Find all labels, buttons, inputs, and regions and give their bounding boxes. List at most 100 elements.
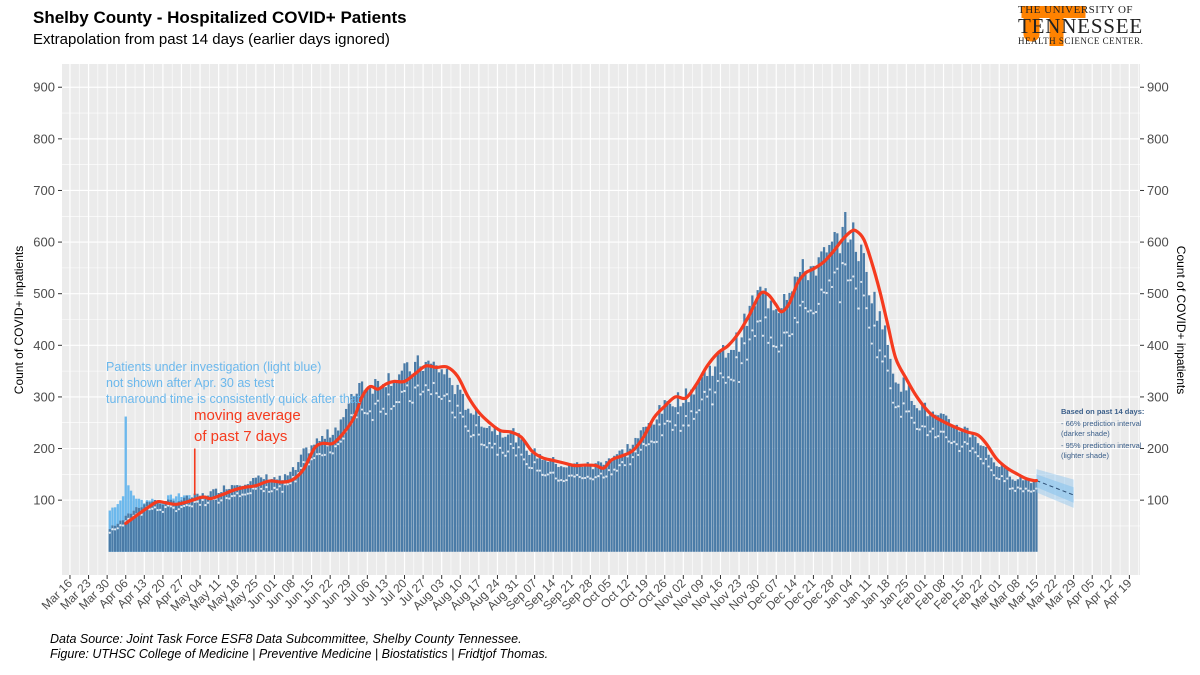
inpatient-bar	[828, 244, 831, 552]
inpatient-bar	[865, 271, 868, 552]
daily-dot	[509, 442, 512, 446]
daily-dot	[172, 506, 175, 509]
daily-dot	[1019, 487, 1022, 490]
inpatient-bar	[958, 431, 961, 552]
daily-dot	[817, 302, 820, 306]
daily-dot	[323, 453, 326, 456]
daily-dot	[268, 490, 271, 493]
daily-dot	[477, 433, 480, 436]
daily-dot	[520, 453, 523, 456]
daily-dot	[360, 408, 364, 411]
daily-dot	[629, 463, 632, 466]
daily-dot	[891, 401, 895, 404]
pui-annotation: Patients under investigation (light blue…	[106, 360, 361, 406]
inpatient-bar	[883, 325, 887, 552]
inpatient-bar	[623, 454, 627, 552]
logo-line-2: TENNESSEE	[1018, 14, 1144, 38]
inpatient-bar	[506, 434, 510, 552]
inpatient-bar	[929, 414, 932, 552]
inpatient-bar	[599, 462, 603, 552]
inpatient-bar	[799, 271, 802, 552]
inpatient-bar	[347, 403, 350, 552]
inpatient-bar	[169, 499, 172, 552]
inpatient-bar	[424, 361, 427, 552]
moving-average-annotation-line: of past 7 days	[194, 428, 287, 445]
daily-dot	[753, 334, 757, 338]
inpatient-bar	[443, 374, 446, 552]
daily-dot	[971, 447, 974, 450]
daily-dot	[886, 369, 889, 372]
inpatient-bar	[631, 444, 634, 552]
inpatient-bar	[121, 520, 125, 552]
inpatient-bar	[244, 484, 247, 552]
daily-dot	[929, 430, 932, 433]
inpatient-bar	[921, 404, 924, 552]
y-tick-label: 100	[33, 493, 55, 508]
daily-dot	[467, 429, 470, 432]
daily-dot	[557, 479, 560, 482]
inpatient-bar	[788, 292, 791, 552]
daily-dot	[419, 393, 422, 396]
inpatient-bar	[979, 445, 982, 552]
daily-dot	[820, 288, 823, 291]
inpatient-bar	[910, 400, 913, 552]
daily-dot	[475, 424, 478, 427]
inpatient-bar	[870, 303, 873, 552]
inpatient-bar	[498, 430, 502, 552]
inpatient-bar	[894, 382, 897, 552]
daily-dot	[804, 307, 807, 310]
inpatient-bar	[597, 461, 600, 552]
inpatient-bar	[206, 495, 210, 552]
inpatient-bar	[440, 369, 443, 552]
inpatient-bar	[1008, 476, 1012, 552]
inpatient-bar	[400, 370, 403, 552]
daily-dot	[220, 499, 223, 502]
inpatient-bar	[305, 447, 308, 552]
daily-dot	[1011, 487, 1014, 490]
daily-dot	[183, 504, 186, 508]
inpatient-bar	[475, 407, 478, 552]
inpatient-bar	[650, 422, 653, 552]
y-tick-label: 500	[33, 286, 55, 301]
inpatient-bar	[461, 393, 465, 552]
inpatient-bar	[528, 454, 531, 552]
chart-subtitle: Extrapolation from past 14 days (earlier…	[33, 31, 390, 48]
daily-dot	[695, 411, 698, 414]
daily-dot	[371, 418, 374, 422]
inpatient-bar	[873, 291, 876, 552]
inpatient-bar	[270, 479, 273, 552]
daily-dot	[228, 497, 231, 500]
daily-dot	[868, 326, 871, 329]
inpatient-bar	[652, 424, 656, 552]
daily-dot	[374, 402, 377, 405]
inpatient-bar	[825, 252, 828, 552]
inpatient-bar	[509, 430, 512, 552]
inpatient-bar	[124, 515, 127, 552]
inpatient-bar	[408, 371, 411, 552]
inpatient-bar	[185, 495, 188, 552]
inpatient-bar	[812, 265, 815, 552]
data-source-caption: Data Source: Joint Task Force ESF8 Data …	[50, 632, 522, 646]
daily-dot	[772, 345, 775, 348]
inpatient-bar	[560, 466, 563, 552]
inpatient-bar	[809, 266, 812, 552]
inpatient-bar	[514, 442, 518, 552]
daily-dot	[1014, 489, 1017, 493]
inpatient-bar	[143, 504, 146, 552]
daily-dot	[865, 307, 868, 310]
y-tick-label: 300	[33, 389, 55, 404]
inpatient-bar	[546, 461, 550, 552]
inpatient-bar	[655, 419, 658, 552]
daily-dot	[443, 394, 446, 397]
daily-dot	[905, 410, 908, 413]
inpatient-bar	[204, 495, 207, 552]
inpatient-bar	[676, 392, 680, 552]
daily-dot	[963, 441, 966, 444]
forecast-bands	[1036, 469, 1074, 508]
daily-dot	[533, 461, 536, 464]
inpatient-bar	[451, 385, 454, 552]
inpatient-bar	[384, 387, 388, 552]
inpatient-bar	[119, 520, 122, 552]
inpatient-bar	[108, 529, 111, 552]
daily-dot	[918, 428, 921, 431]
